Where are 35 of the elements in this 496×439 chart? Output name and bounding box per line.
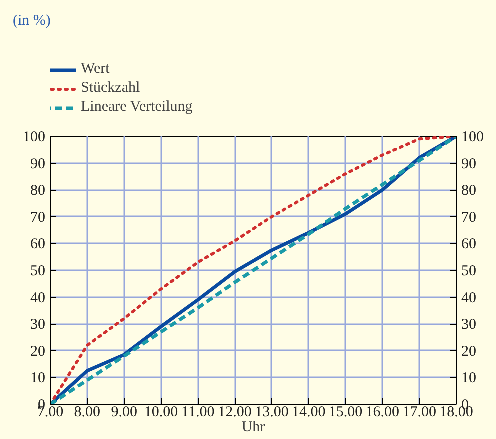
y-tick-label: 70 — [30, 210, 46, 226]
y2-tick-label: 20 — [462, 344, 476, 360]
y2-tick-label: 90 — [462, 156, 476, 172]
y2-tick-label: 70 — [462, 210, 476, 226]
x-tick-label: 10.00 — [144, 404, 178, 420]
x-tick-label: 15.00 — [328, 404, 363, 420]
x-tick-label: 8.00 — [74, 404, 101, 420]
x-tick-label: 11.00 — [182, 404, 215, 420]
y2-tick-label: 10 — [462, 370, 476, 387]
y2-tick-label: 60 — [462, 236, 476, 253]
x-axis-title: Uhr — [242, 420, 266, 436]
y-tick-label: 30 — [30, 317, 46, 334]
y2-tick-label: 30 — [462, 317, 476, 334]
y2-tick-label: 100 — [462, 130, 484, 146]
y-tick-label: 80 — [30, 183, 46, 200]
x-tick-label: 14.00 — [292, 404, 326, 420]
x-tick-label: 9.00 — [111, 404, 138, 420]
y-tick-label: 100 — [23, 130, 46, 146]
legend-label: Lineare Verteilung — [81, 99, 193, 116]
y-tick-label: 40 — [30, 290, 46, 306]
y2-tick-label: 80 — [462, 183, 476, 200]
y-tick-label: 90 — [30, 156, 46, 172]
x-tick-label: 13.00 — [255, 404, 289, 420]
legend-label: Stückzahl — [81, 80, 140, 97]
x-tick-label: 17.00 — [402, 404, 436, 420]
y-tick-label: 10 — [30, 370, 46, 387]
y2-tick-label: 50 — [462, 264, 476, 280]
x-tick-label: 12.00 — [218, 404, 252, 420]
y-tick-label: 60 — [30, 236, 46, 253]
y-tick-label: 20 — [30, 344, 46, 360]
legend-label: Wert — [81, 61, 110, 78]
y-tick-label: 50 — [30, 264, 46, 280]
y2-tick-label: 40 — [462, 290, 476, 306]
text: (in %) — [13, 12, 51, 31]
x-tick-label: 16.00 — [366, 404, 400, 420]
